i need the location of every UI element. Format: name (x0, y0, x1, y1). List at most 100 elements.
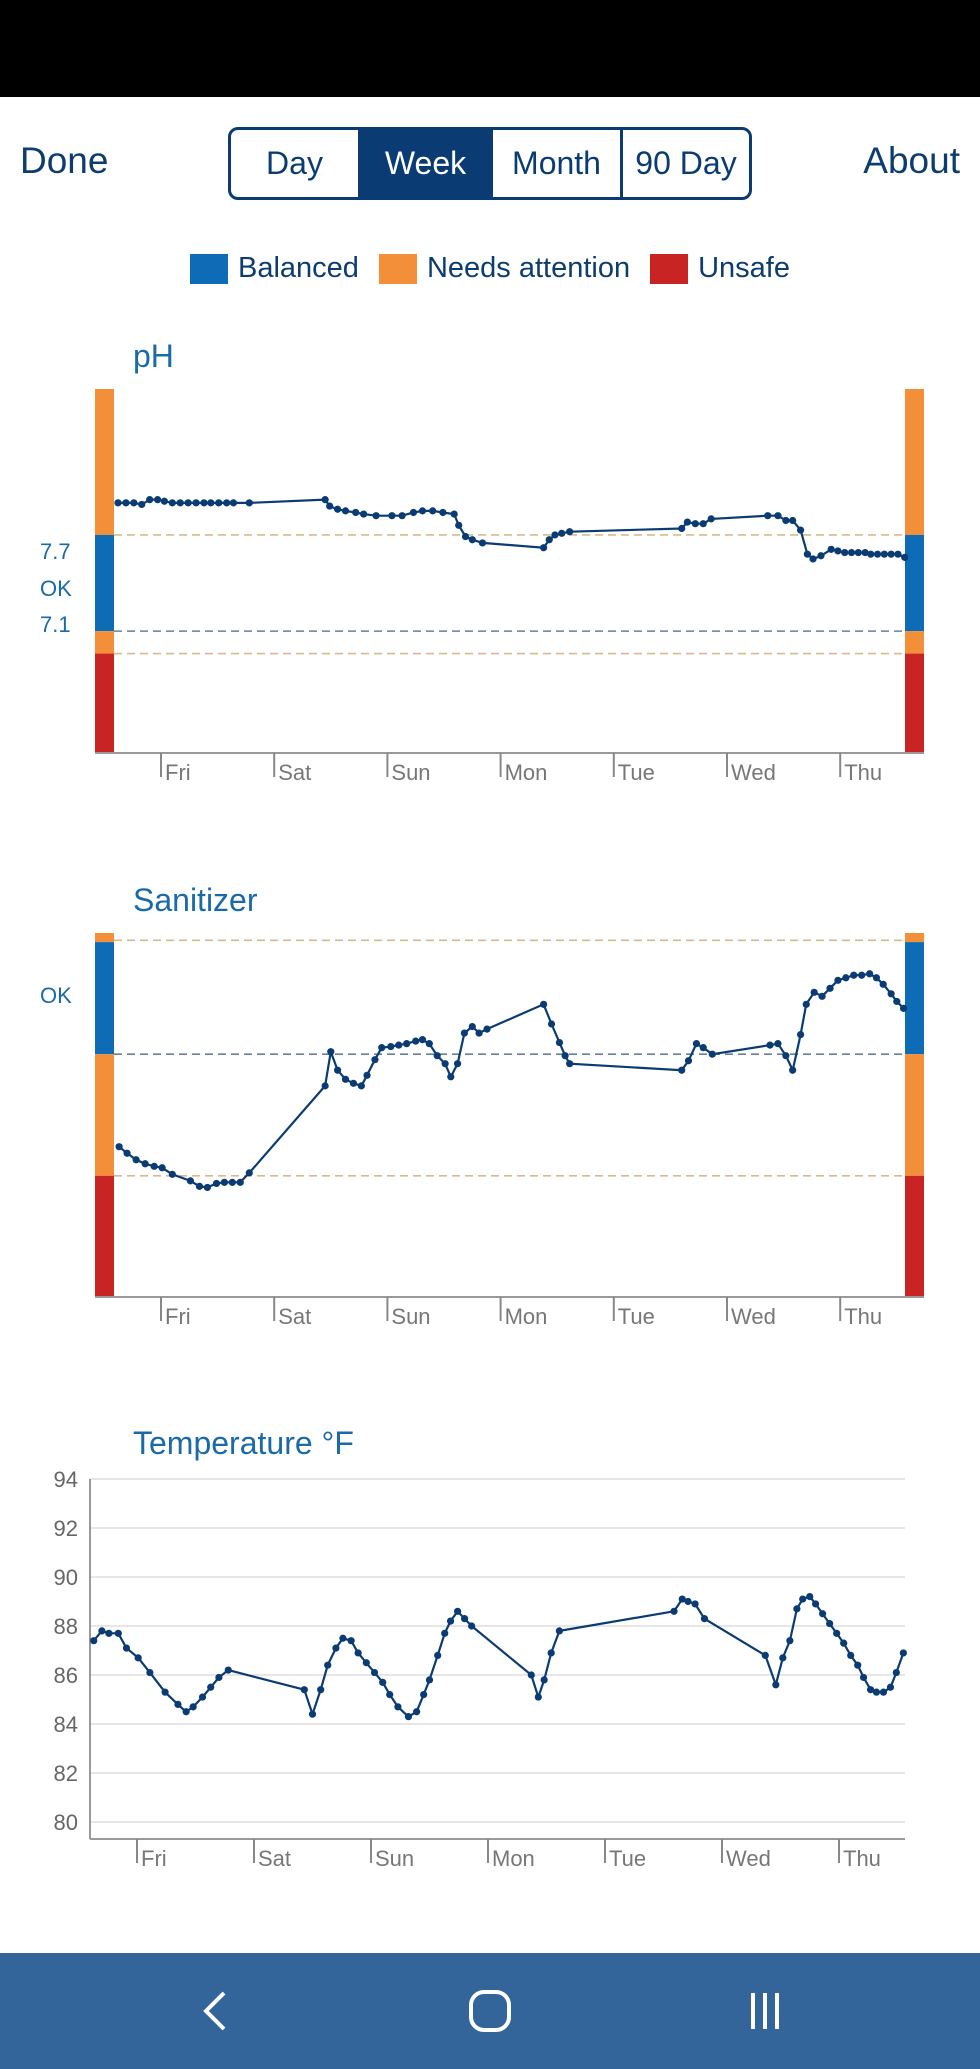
day-label-mon: Mon (505, 760, 548, 785)
data-point (386, 1691, 394, 1699)
data-point (223, 499, 231, 507)
data-point (819, 1610, 827, 1618)
data-point (324, 1661, 332, 1669)
data-point (817, 552, 825, 560)
data-point (425, 1040, 433, 1048)
balanced-swatch (190, 253, 228, 284)
data-point (412, 1037, 420, 1045)
data-point (461, 532, 470, 541)
segment-month[interactable]: Month (493, 130, 623, 197)
data-point (105, 1629, 113, 1637)
data-point (215, 499, 223, 507)
data-point (90, 1637, 98, 1645)
data-point (899, 1649, 907, 1657)
day-label-fri: Fri (141, 1846, 167, 1871)
recent-apps-icon[interactable] (735, 1981, 795, 2041)
data-point (867, 550, 875, 558)
data-point (796, 1030, 805, 1039)
data-point (789, 516, 797, 525)
data-point (566, 528, 574, 536)
segment-day[interactable]: Day (231, 130, 361, 197)
left-band-balanced (95, 534, 114, 632)
data-point (379, 1678, 387, 1686)
data-point (527, 1671, 535, 1679)
home-icon[interactable] (460, 1981, 520, 2041)
data-point (691, 1600, 699, 1608)
data-point (174, 1700, 182, 1708)
day-label-sun: Sun (391, 760, 430, 785)
data-point (229, 499, 238, 507)
left-band-attention (95, 1054, 114, 1176)
data-point (418, 1036, 427, 1044)
data-point (146, 496, 154, 504)
data-point (200, 499, 208, 507)
data-point (114, 1629, 122, 1637)
left-band-unsafe (95, 1175, 114, 1297)
right-band-attention (905, 933, 924, 943)
data-point (555, 1627, 563, 1635)
status-legend: Balanced Needs attention Unsafe (190, 252, 810, 285)
data-point (387, 1042, 395, 1051)
data-point (453, 1060, 462, 1068)
data-point (354, 1649, 362, 1657)
data-point (841, 548, 849, 557)
data-point (455, 521, 463, 529)
data-point (782, 516, 790, 525)
data-point (425, 1676, 434, 1684)
data-point (692, 1040, 701, 1048)
segment-90-day[interactable]: 90 Day (635, 145, 737, 181)
data-point (150, 1162, 158, 1170)
y-tick-label: 90 (54, 1565, 78, 1590)
data-point (138, 500, 146, 509)
data-point (678, 1595, 686, 1603)
data-point (540, 544, 548, 552)
data-point (879, 980, 887, 988)
data-point (547, 1020, 556, 1028)
data-point (447, 1073, 455, 1081)
day-label-thu: Thu (844, 760, 882, 785)
ph-lower-label: 7.1 (40, 612, 71, 637)
data-point (468, 536, 476, 544)
ph-upper-label: 7.7 (40, 539, 71, 564)
day-label-thu: Thu (844, 1304, 882, 1329)
data-point (779, 1654, 787, 1662)
data-point (847, 548, 856, 557)
day-label-wed: Wed (726, 1846, 771, 1871)
data-point (555, 1038, 564, 1047)
data-point (766, 1041, 774, 1049)
segment-week[interactable]: Week (361, 130, 493, 197)
day-label-tue: Tue (618, 1304, 655, 1329)
data-point (349, 1079, 358, 1087)
data-point (98, 1627, 106, 1635)
data-point (189, 1703, 197, 1711)
data-point (154, 496, 162, 504)
data-point (866, 970, 874, 978)
done-button[interactable]: Done (20, 140, 109, 181)
ph-chart-title: pH (133, 338, 174, 374)
data-point (317, 1686, 325, 1694)
data-point (434, 1651, 442, 1659)
data-point (707, 515, 715, 523)
data-point (413, 1708, 421, 1716)
data-point (215, 1673, 223, 1682)
data-point (782, 1052, 790, 1060)
data-point (347, 1637, 355, 1645)
data-point (547, 1649, 555, 1657)
data-point (847, 1651, 855, 1659)
data-point (168, 499, 176, 507)
data-point (793, 1605, 801, 1613)
unsafe-swatch (650, 253, 689, 284)
data-point (834, 547, 842, 555)
data-point (699, 520, 707, 528)
data-point (182, 1708, 190, 1716)
data-point (478, 539, 487, 547)
about-button[interactable]: About (863, 140, 960, 181)
data-point (684, 1597, 692, 1606)
y-tick-label: 86 (54, 1663, 78, 1688)
data-point (683, 518, 691, 526)
data-point (433, 1052, 441, 1060)
back-icon[interactable] (186, 1981, 246, 2041)
data-point (333, 505, 342, 513)
data-point (545, 536, 553, 544)
data-point (802, 1000, 810, 1008)
